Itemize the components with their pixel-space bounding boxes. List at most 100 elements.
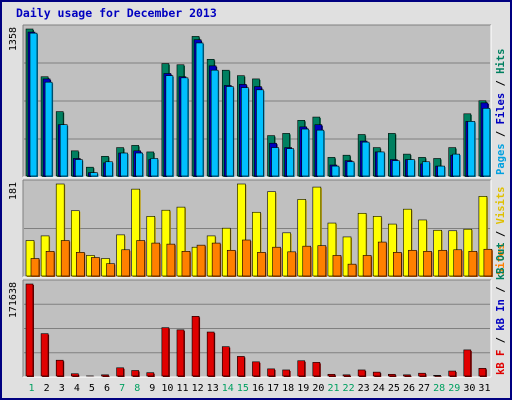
bar-pages-4 — [74, 159, 83, 177]
bar-sites-undefined — [30, 258, 40, 277]
bar-kb-f-undefined — [282, 369, 290, 377]
bar-kb-f-undefined — [267, 368, 275, 377]
x-tick-label-5: 5 — [89, 383, 95, 394]
bar-pages-7 — [120, 152, 128, 177]
bar-pages-23 — [361, 141, 370, 177]
bar-kb-f-undefined — [252, 361, 260, 377]
bar-pages-8 — [135, 152, 143, 177]
bar-shadow — [102, 375, 110, 377]
bar-kb-f-undefined — [70, 373, 79, 377]
bar-pages-27 — [422, 161, 430, 177]
bar-kb-f-undefined — [237, 356, 245, 377]
x-tick-label-6: 6 — [104, 383, 110, 394]
x-tick-label-27: 27 — [418, 383, 430, 394]
bar-kb-f-undefined — [463, 349, 472, 377]
bar-pages-20 — [316, 129, 325, 177]
bar-sites-undefined — [121, 249, 130, 277]
x-tick-label-9: 9 — [149, 383, 155, 394]
x-tick-label-17: 17 — [267, 383, 279, 394]
legend-entry: / — [495, 280, 507, 299]
legend-entry: kB Out — [495, 242, 507, 280]
bar-visits-undefined — [388, 223, 397, 277]
bar-pages-12 — [195, 42, 204, 177]
legend-entry: Pages — [495, 143, 507, 175]
bar-kb-f-undefined — [55, 359, 64, 377]
bar-pages-5 — [90, 172, 98, 177]
bar-sites-undefined — [302, 245, 312, 277]
bar-visits-undefined — [297, 199, 307, 277]
legend-entry: Sites — [495, 243, 507, 275]
legend-middle: Sites / Visits — [495, 186, 507, 275]
bar-kb-f-undefined — [25, 283, 34, 377]
bar-pages-18 — [286, 148, 294, 177]
bar-shadow — [344, 375, 352, 377]
bar-kb-f-undefined — [206, 331, 215, 377]
bar-kb-f-undefined — [176, 329, 185, 377]
x-tick-label-8: 8 — [134, 383, 140, 394]
bar-visits-undefined — [478, 196, 488, 277]
x-tick-label-7: 7 — [119, 383, 125, 394]
bar-kb-f-undefined — [312, 362, 321, 377]
legend-entry: Visits — [495, 186, 507, 224]
bar-kb-f-undefined — [297, 360, 306, 377]
bar-sites-undefined — [347, 263, 357, 277]
bar-kb-f-undefined — [357, 369, 366, 377]
x-tick-label-28: 28 — [433, 383, 445, 394]
bar-pages-6 — [105, 161, 113, 177]
bar-visits-undefined — [403, 208, 412, 277]
bar-visits-undefined — [327, 222, 337, 277]
bar-sites-undefined — [45, 251, 55, 277]
x-tick-label-2: 2 — [44, 383, 50, 394]
bar-sites-undefined — [408, 249, 417, 277]
bar-visits-undefined — [357, 212, 367, 277]
x-tick-label-30: 30 — [463, 383, 475, 394]
bar-pages-3 — [59, 124, 68, 177]
x-tick-label-13: 13 — [207, 383, 219, 394]
bar-pages-25 — [392, 160, 400, 177]
bar-visits-undefined — [312, 186, 322, 277]
bar-visits-undefined — [70, 210, 80, 277]
bar-sites-undefined — [438, 249, 447, 277]
bar-sites-undefined — [60, 240, 70, 277]
bar-kb-f-undefined — [478, 368, 487, 377]
bar-pages-2 — [44, 81, 53, 177]
bar-visits-undefined — [55, 183, 65, 277]
bar-visits-undefined — [418, 219, 427, 277]
bar-pages-21 — [331, 165, 340, 177]
legend-entry: / — [495, 74, 507, 93]
x-tick-label-1: 1 — [29, 383, 35, 394]
legend-entry: kB In — [495, 299, 507, 331]
x-tick-label-16: 16 — [252, 383, 264, 394]
bar-sites-undefined — [362, 255, 372, 277]
chart-title: Daily usage for December 2013 — [16, 6, 217, 20]
bar-kb-f-undefined — [161, 327, 170, 377]
bar-sites-undefined — [453, 249, 463, 277]
bar-sites-undefined — [166, 243, 176, 277]
bar-sites-undefined — [106, 263, 115, 277]
bar-pages-19 — [301, 128, 310, 177]
x-tick-label-23: 23 — [358, 383, 370, 394]
x-tick-label-11: 11 — [176, 383, 188, 394]
bar-visits-undefined — [176, 206, 186, 277]
bar-shadow — [404, 375, 412, 377]
bar-kb-f-undefined — [191, 316, 200, 377]
x-tick-label-29: 29 — [448, 383, 460, 394]
bar-visits-undefined — [252, 211, 261, 277]
bar-pages-10 — [165, 75, 174, 177]
bar-sites-undefined — [483, 248, 493, 277]
bar-kb-f-undefined — [116, 367, 124, 377]
legend-entry: kB F — [495, 350, 507, 375]
x-tick-label-18: 18 — [282, 383, 294, 394]
x-tick-label-10: 10 — [161, 383, 173, 394]
x-tick-label-25: 25 — [388, 383, 400, 394]
bar-visits-undefined — [237, 183, 246, 277]
legend-entry: Hits — [495, 49, 507, 74]
x-tick-label-14: 14 — [222, 383, 234, 394]
bar-sites-undefined — [181, 251, 191, 277]
bar-pages-30 — [467, 121, 476, 177]
x-tick-label-3: 3 — [59, 383, 65, 394]
bar-pages-26 — [407, 159, 415, 177]
bar-pages-11 — [180, 77, 189, 177]
x-tick-label-4: 4 — [74, 383, 80, 394]
legend-bottom: kB F / kB In / kB Out — [495, 242, 507, 375]
